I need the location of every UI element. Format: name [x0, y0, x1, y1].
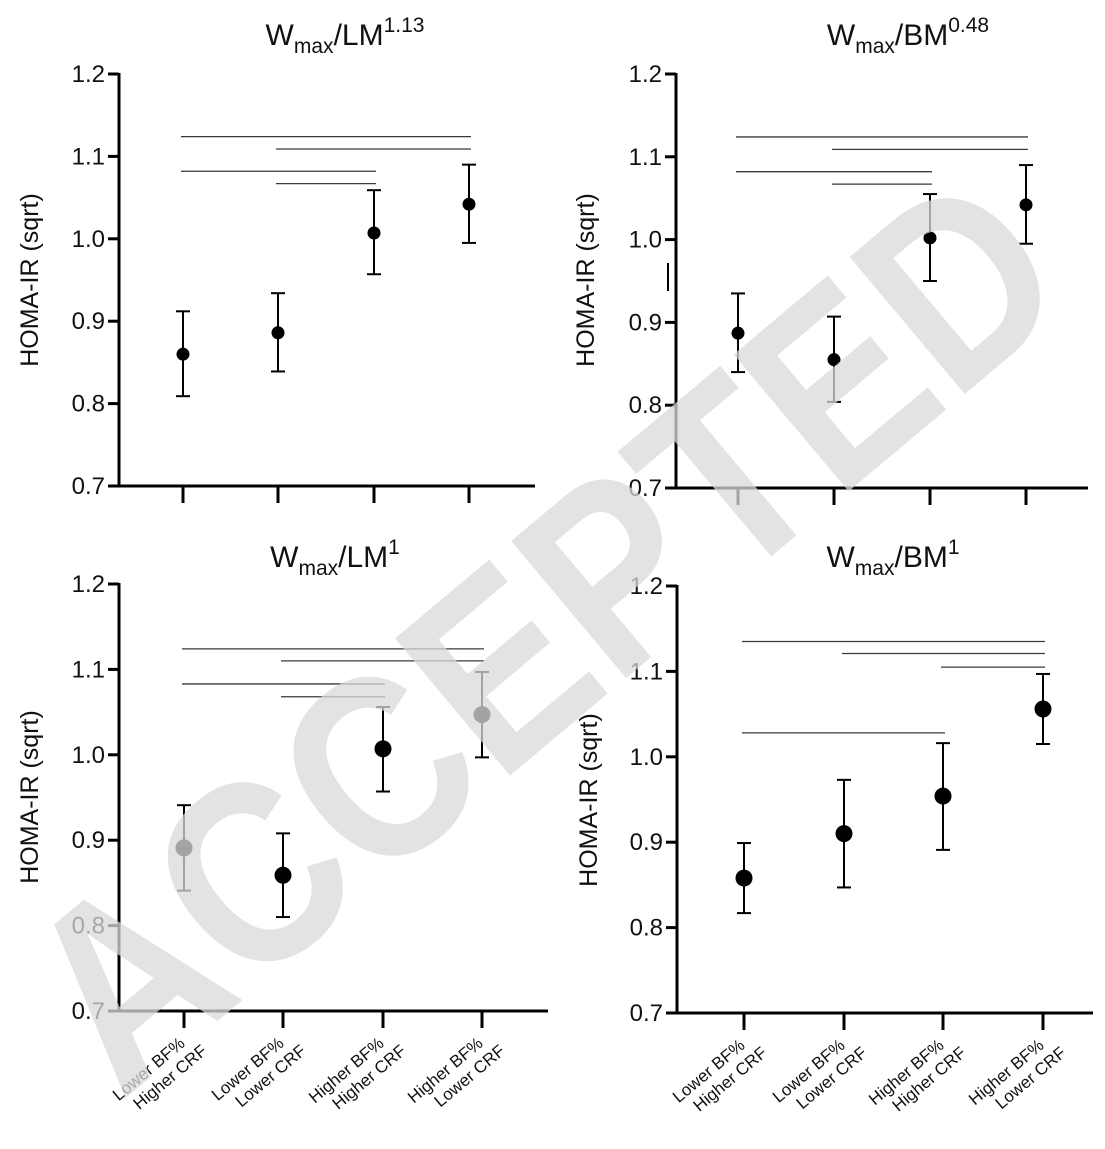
- x-tick-label: Lower BF%Higher CRF: [669, 1028, 771, 1122]
- data-point: [1034, 700, 1052, 718]
- y-tick-label: 1.1: [629, 144, 662, 171]
- y-tick-label: 1.2: [72, 571, 105, 598]
- y-tick-label: 1.0: [630, 744, 663, 771]
- y-tick-label: 1.0: [72, 742, 105, 769]
- data-point: [462, 197, 476, 211]
- y-tick-label: 1.1: [630, 658, 663, 685]
- y-tick-label: 1.1: [72, 656, 105, 683]
- y-axis-label: HOMA-IR (sqrt): [572, 193, 600, 367]
- data-point: [735, 869, 753, 887]
- data-point: [367, 226, 381, 240]
- y-tick-label: 0.8: [630, 915, 663, 942]
- data-point: [271, 326, 285, 340]
- data-point: [1019, 198, 1033, 212]
- y-tick-label: 1.0: [72, 226, 105, 253]
- chart-title: Wmax/BM0.48: [827, 14, 989, 58]
- data-point: [934, 787, 952, 805]
- data-point: [923, 231, 937, 245]
- y-tick-label: 0.9: [629, 309, 662, 336]
- y-tick-label: 1.1: [72, 143, 105, 170]
- y-tick-label: 0.7: [629, 475, 662, 502]
- chart-title: Wmax/LM1.13: [266, 14, 425, 58]
- y-axis-label: HOMA-IR (sqrt): [575, 713, 603, 887]
- x-tick-label: Higher BF%Lower CRF: [404, 1026, 508, 1122]
- x-tick-label: Higher BF%Higher CRF: [865, 1028, 969, 1124]
- data-point: [731, 326, 745, 340]
- y-tick-label: 0.7: [72, 998, 105, 1025]
- chart-title: Wmax/LM1: [270, 536, 400, 580]
- y-tick-label: 0.7: [630, 1000, 663, 1027]
- data-point: [374, 740, 392, 758]
- y-tick-label: 1.2: [630, 573, 663, 600]
- y-tick-label: 1.0: [629, 227, 662, 254]
- x-tick-label: Higher BF%Lower CRF: [965, 1028, 1069, 1124]
- chart-panel-1: Wmax/LM1.13 HOMA-IR (sqrt) 0.7 0.8 0.9 1.0 1.1…: [16, 14, 535, 503]
- data-point: [473, 706, 491, 724]
- y-tick-label: 0.9: [630, 829, 663, 856]
- y-tick-label: 0.9: [72, 308, 105, 335]
- watermark: ACCEPTED: [0, 119, 1105, 1145]
- y-tick-label: 1.2: [72, 61, 105, 88]
- x-tick-label: Lower BF%Lower CRF: [769, 1028, 871, 1122]
- data-point: [835, 825, 853, 843]
- chart-title: Wmax/BM1: [826, 536, 959, 580]
- data-point: [175, 839, 193, 857]
- data-point: [274, 866, 292, 884]
- y-axis-label: HOMA-IR (sqrt): [16, 710, 44, 884]
- chart-panel-2: Wmax/BM0.48 HOMA-IR (sqrt) 0.7 0.8 0.9 1.0 1.1…: [572, 14, 1088, 505]
- y-tick-label: 0.9: [72, 827, 105, 854]
- y-tick-label: 0.7: [72, 473, 105, 500]
- x-tick-label: Higher BF%Higher CRF: [305, 1026, 409, 1122]
- y-tick-label: 0.8: [72, 391, 105, 418]
- data-point: [827, 353, 841, 367]
- y-tick-label: 0.8: [629, 392, 662, 419]
- y-axis-label: HOMA-IR (sqrt): [16, 193, 44, 367]
- y-tick-label: 0.8: [72, 913, 105, 940]
- y-tick-label: 1.2: [629, 61, 662, 88]
- data-point: [176, 347, 190, 361]
